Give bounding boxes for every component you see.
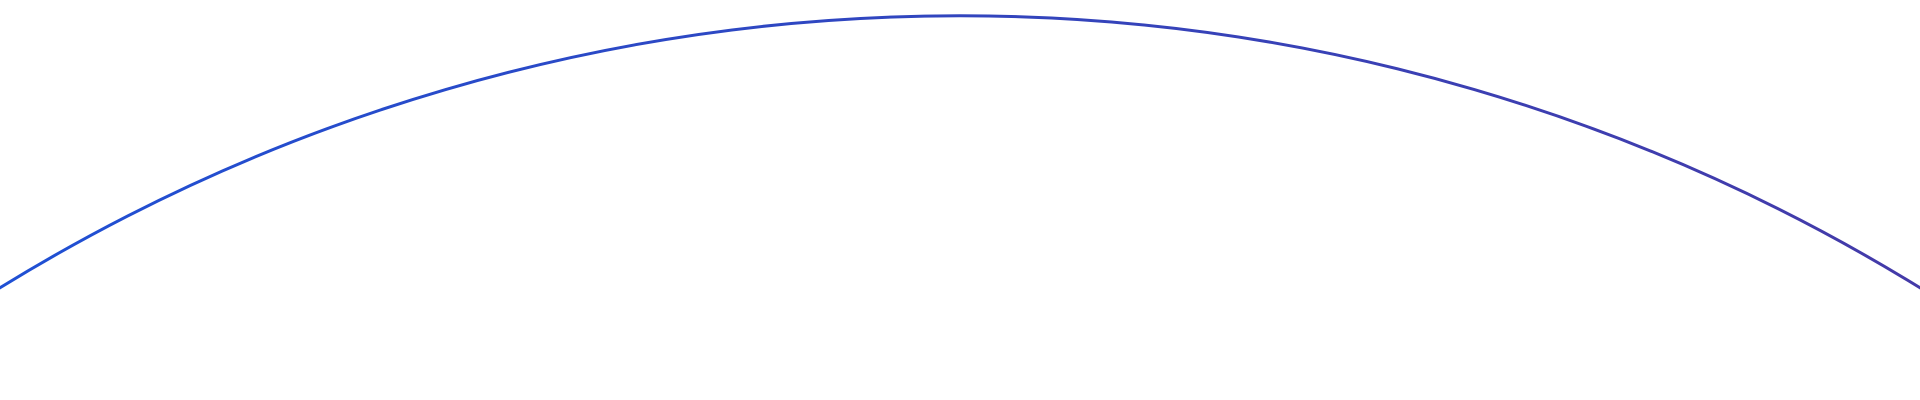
decorative-arc xyxy=(0,14,1920,290)
